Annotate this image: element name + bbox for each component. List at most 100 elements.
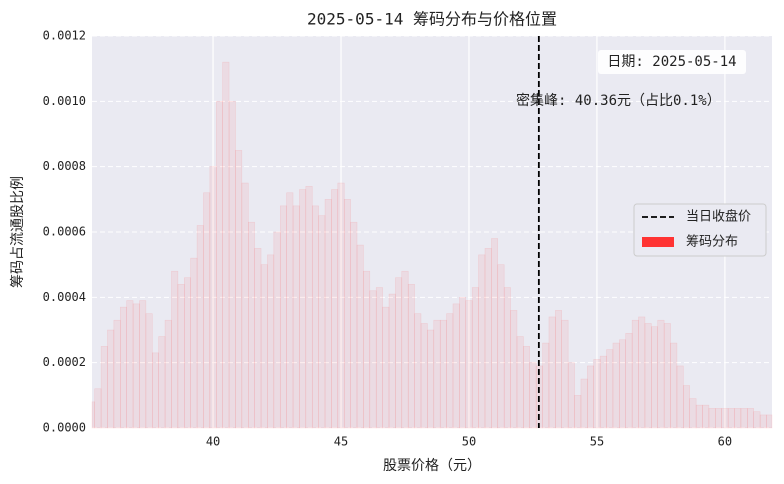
y-tick-label: 0.0010 — [43, 94, 86, 108]
bar — [587, 365, 594, 429]
legend-label: 当日收盘价 — [686, 209, 751, 225]
bar — [267, 254, 275, 429]
bar — [555, 310, 563, 429]
annotation-box — [598, 50, 746, 74]
bar — [580, 378, 588, 429]
bar — [478, 254, 486, 429]
bar — [356, 244, 364, 429]
bar — [132, 303, 140, 429]
bar — [184, 277, 191, 429]
bar — [619, 339, 626, 429]
y-tick-label: 0.0002 — [43, 355, 86, 369]
bar — [695, 404, 703, 429]
annotation: 密集峰: 40.36元（占比0.1%） — [516, 92, 721, 109]
bar — [164, 319, 172, 429]
bar — [388, 293, 396, 429]
bar — [657, 319, 665, 429]
bar — [452, 303, 460, 429]
bar — [292, 205, 300, 429]
bar — [311, 205, 319, 429]
bar — [382, 306, 390, 429]
bar — [235, 150, 243, 429]
bar — [254, 248, 262, 429]
bar — [599, 355, 607, 429]
y-tick-label: 0.0012 — [43, 29, 86, 43]
bar — [145, 313, 153, 429]
bar — [516, 336, 524, 429]
bar — [753, 411, 761, 429]
bar — [241, 182, 249, 429]
bar — [503, 287, 511, 429]
bar — [734, 408, 742, 429]
bar — [318, 215, 326, 429]
bar — [363, 270, 371, 429]
annotation: 日期: 2025-05-14 — [607, 54, 736, 70]
bar — [414, 313, 422, 429]
bar — [94, 388, 102, 429]
bar — [324, 199, 332, 429]
bar — [612, 342, 620, 429]
bar — [670, 342, 678, 429]
bar — [548, 316, 556, 429]
bar — [107, 329, 115, 429]
bar — [561, 319, 569, 429]
bar — [152, 352, 159, 429]
x-tick-label: 50 — [462, 435, 476, 449]
y-axis-label: 筹码占流通股比例 — [9, 176, 26, 288]
bar — [721, 408, 729, 429]
legend-label: 筹码分布 — [686, 234, 738, 250]
bar — [702, 404, 710, 429]
bar — [593, 359, 601, 429]
bar — [663, 323, 671, 429]
bar — [273, 231, 281, 429]
bar — [331, 189, 339, 429]
bar — [606, 349, 614, 429]
bar — [497, 264, 505, 429]
bar — [120, 306, 127, 429]
bar — [542, 342, 550, 429]
bar — [337, 182, 345, 429]
bar — [484, 248, 492, 429]
bar — [209, 166, 217, 429]
bar — [510, 310, 518, 429]
bar — [91, 401, 95, 429]
bar — [491, 238, 499, 429]
bar — [343, 199, 351, 429]
bar — [247, 221, 255, 429]
bar — [113, 319, 121, 429]
bar — [715, 408, 722, 429]
bar — [420, 323, 428, 429]
bar — [203, 192, 211, 429]
bar — [190, 257, 198, 429]
bar — [279, 205, 287, 429]
bar — [375, 287, 383, 429]
bar — [529, 362, 537, 429]
bar — [740, 408, 748, 429]
bar — [299, 189, 307, 429]
bar — [222, 61, 230, 429]
bar — [433, 319, 441, 429]
bar — [574, 395, 582, 429]
bar — [401, 270, 409, 429]
y-tick-label: 0.0008 — [43, 159, 86, 173]
bar — [126, 300, 134, 429]
bar — [638, 316, 646, 429]
bar — [766, 414, 773, 429]
bar — [171, 270, 179, 429]
x-tick-label: 55 — [590, 435, 604, 449]
bar — [625, 333, 633, 429]
bar — [683, 385, 690, 429]
y-tick-label: 0.0006 — [43, 225, 86, 239]
bar — [216, 101, 223, 429]
bar — [139, 300, 147, 429]
bar — [100, 346, 108, 429]
legend-swatch — [642, 237, 674, 247]
x-tick-label: 40 — [206, 435, 220, 449]
bar — [759, 414, 767, 429]
bar — [395, 277, 403, 429]
bar — [369, 290, 377, 429]
bar — [286, 192, 294, 429]
x-tick-label: 60 — [718, 435, 732, 449]
x-tick-label: 45 — [334, 435, 348, 449]
